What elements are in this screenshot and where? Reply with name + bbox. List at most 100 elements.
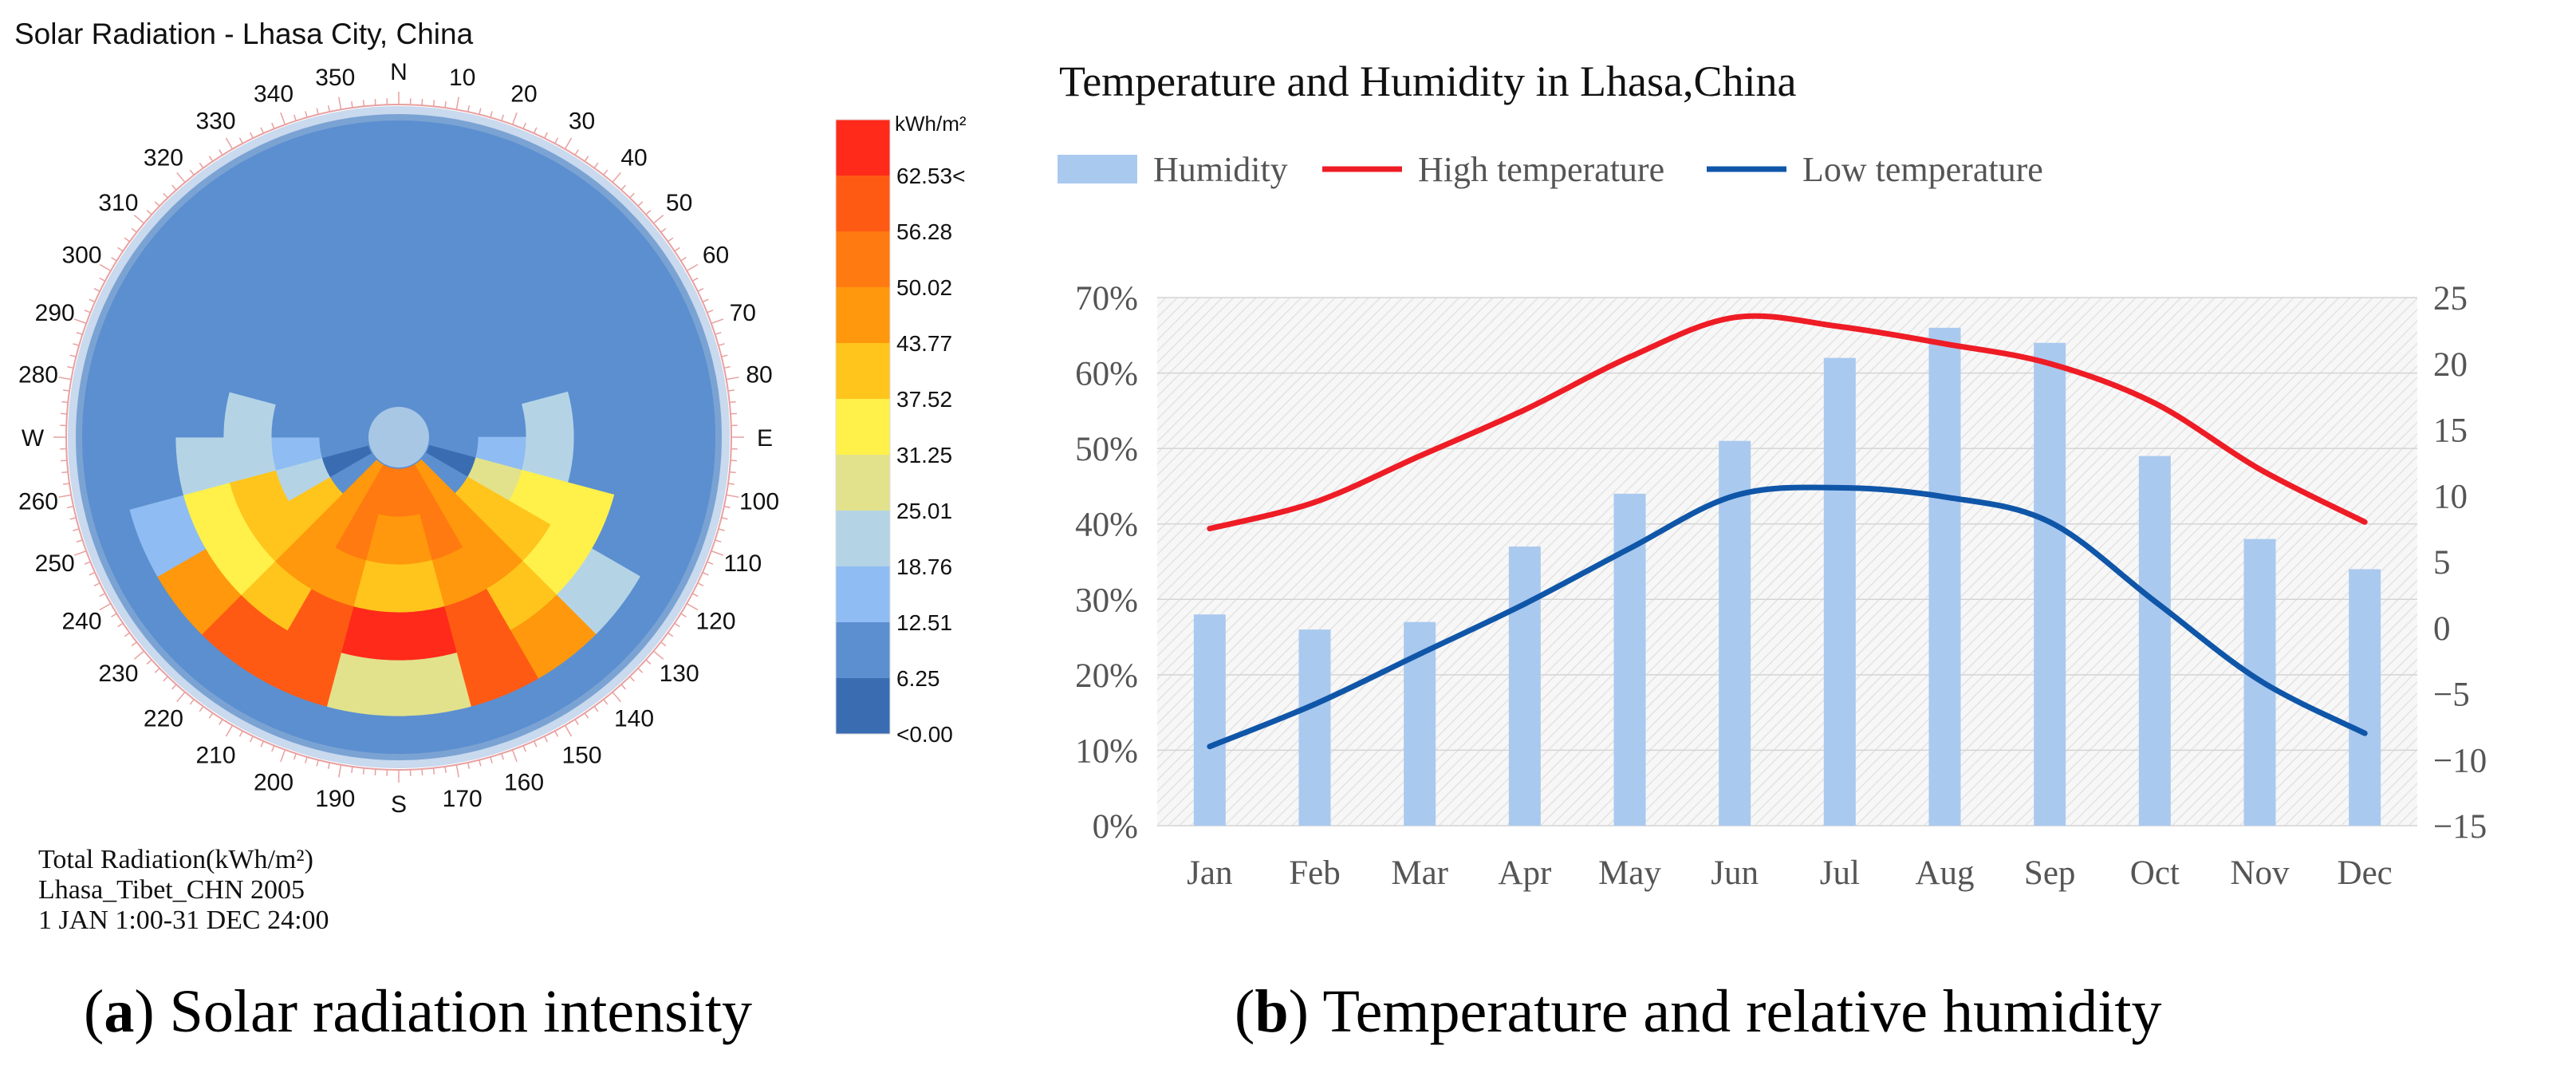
- y-left-tick: 0%: [1093, 808, 1138, 846]
- azimuth-tick: [208, 156, 214, 162]
- azimuth-tick: [305, 111, 308, 118]
- azimuth-tick: [63, 483, 70, 485]
- azimuth-tick: [271, 745, 275, 752]
- azimuth-tick: [351, 101, 353, 108]
- azimuth-tick: [374, 98, 376, 106]
- y-right-tick: 15: [2433, 412, 2468, 450]
- azimuth-tick: [60, 412, 68, 415]
- azimuth-tick: [723, 365, 731, 369]
- azimuth-tick: [637, 668, 644, 673]
- azimuth-tick: [723, 505, 731, 509]
- cardinal-label: N: [390, 59, 408, 85]
- azimuth-tick: [612, 172, 621, 183]
- azimuth-label: 220: [144, 706, 183, 732]
- x-tick: Nov: [2230, 854, 2290, 892]
- azimuth-label: 50: [666, 190, 692, 216]
- azimuth-tick: [58, 377, 72, 381]
- legend-swatch: [836, 343, 890, 399]
- dome-rim: [76, 114, 722, 760]
- azimuth-tick: [327, 105, 331, 112]
- humidity-bar: [2349, 569, 2381, 826]
- azimuth-tick: [260, 127, 265, 134]
- azimuth-tick: [89, 298, 96, 303]
- azimuth-tick: [73, 528, 80, 531]
- azimuth-tick: [67, 365, 74, 369]
- azimuth-tick: [280, 749, 286, 763]
- azimuth-tick: [554, 137, 559, 144]
- humidity-bar: [1298, 629, 1331, 826]
- azimuth-tick: [674, 247, 680, 252]
- azimuth-tick: [511, 112, 518, 125]
- azimuth-tick: [67, 505, 74, 509]
- azimuth-tick: [163, 192, 168, 199]
- azimuth-tick: [69, 354, 77, 357]
- temp-humidity-chart: Temperature and Humidity in Lhasa,China …: [1058, 57, 2487, 892]
- azimuth-tick: [564, 724, 573, 737]
- legend-swatch: [836, 120, 890, 176]
- azimuth-tick: [117, 622, 124, 628]
- azimuth-tick: [620, 184, 626, 191]
- azimuth-label: 10: [449, 65, 475, 91]
- legend-swatch: [836, 231, 890, 287]
- azimuth-tick: [455, 97, 459, 110]
- azimuth-tick: [58, 494, 72, 498]
- azimuth-tick: [707, 561, 714, 565]
- y-left-tick: 70%: [1075, 280, 1138, 318]
- azimuth-label: 200: [254, 769, 293, 795]
- x-tick: Apr: [1498, 854, 1551, 892]
- azimuth-label: 110: [723, 550, 762, 577]
- azimuth-label: 60: [703, 243, 729, 269]
- azimuth-label: 300: [61, 243, 101, 269]
- radiation-cell: [316, 120, 400, 168]
- humidity-bar: [1193, 614, 1226, 826]
- azimuth-tick: [501, 753, 505, 760]
- azimuth-tick: [238, 730, 243, 737]
- y-left-tick: 30%: [1075, 582, 1138, 619]
- azimuth-label: 170: [443, 786, 483, 812]
- azimuth-tick: [351, 766, 353, 773]
- azimuth-tick: [124, 237, 131, 243]
- azimuth-label: 340: [254, 81, 293, 108]
- azimuth-tick: [199, 705, 204, 712]
- azimuth-tick: [726, 377, 739, 381]
- azimuth-tick: [511, 749, 518, 763]
- azimuth-tick: [444, 766, 447, 773]
- azimuth-tick: [455, 764, 459, 778]
- azimuth-tick: [584, 712, 589, 719]
- azimuth-label: 240: [61, 609, 101, 635]
- azimuth-tick: [99, 263, 112, 272]
- azimuth-tick: [593, 705, 599, 712]
- azimuth-tick: [584, 156, 589, 162]
- azimuth-tick: [533, 127, 538, 134]
- y-left-tick: 60%: [1075, 356, 1138, 393]
- azimuth-tick: [199, 162, 204, 169]
- azimuth-tick: [680, 257, 687, 262]
- azimuth-label: 250: [35, 550, 75, 577]
- azimuth-tick: [593, 162, 599, 169]
- azimuth-tick: [715, 539, 722, 543]
- radiation-legend: kWh/m² 62.53< 56.28 50.02 43.77 37.52 31.25 25.…: [835, 112, 967, 747]
- azimuth-tick: [280, 112, 286, 125]
- caption-b: (b) Temperature and relative humidity: [1235, 978, 2162, 1045]
- azimuth-tick: [89, 571, 96, 576]
- azimuth-label: 80: [746, 361, 772, 388]
- caption-b-label: b: [1255, 978, 1289, 1045]
- azimuth-tick: [111, 257, 117, 262]
- azimuth-tick: [69, 517, 77, 520]
- azimuth-tick: [729, 400, 736, 404]
- azimuth-tick: [421, 768, 423, 776]
- y-right-tick: 20: [2433, 346, 2468, 384]
- azimuth-label: 320: [144, 144, 183, 171]
- azimuth-tick: [225, 137, 234, 150]
- azimuth-label: 100: [739, 489, 779, 515]
- azimuth-tick: [686, 602, 699, 611]
- azimuth-tick: [171, 184, 177, 191]
- humidity-bar: [2034, 342, 2066, 826]
- cardinal-label: S: [391, 791, 407, 818]
- azimuth-tick: [691, 593, 699, 598]
- y-right-tick: 25: [2433, 280, 2468, 318]
- azimuth-label: 260: [18, 489, 58, 515]
- azimuth-tick: [629, 676, 635, 682]
- azimuth-tick: [674, 622, 680, 628]
